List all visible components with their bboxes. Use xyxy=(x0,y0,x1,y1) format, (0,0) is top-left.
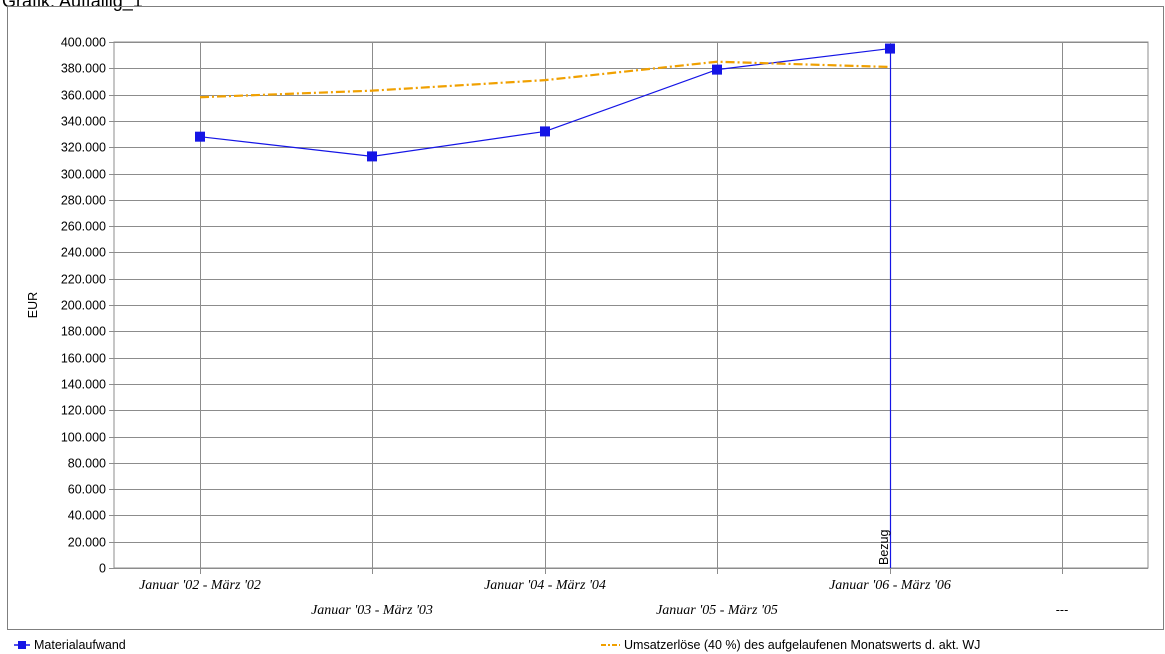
x-tick-label: Januar '06 - März '06 xyxy=(829,578,951,593)
x-tick-label: Januar '03 - März '03 xyxy=(311,603,433,618)
y-tick-label: 260.000 xyxy=(61,220,106,234)
y-tick-label: 180.000 xyxy=(61,325,106,339)
y-tick-label: 360.000 xyxy=(61,89,106,103)
legend-label-2: Umsatzerlöse (40 %) des aufgelaufenen Mo… xyxy=(624,638,980,652)
y-tick-label: 340.000 xyxy=(61,115,106,129)
y-tick-label: 200.000 xyxy=(61,299,106,313)
x-tick-label: --- xyxy=(1056,603,1069,617)
y-tick-label: 320.000 xyxy=(61,141,106,155)
chart-title: Grafik: Auffällig_1 xyxy=(2,0,143,11)
y-tick-label: 80.000 xyxy=(68,457,106,471)
series-point-1 xyxy=(885,43,895,54)
series-point-1 xyxy=(367,151,377,162)
y-tick-label: 160.000 xyxy=(61,352,106,366)
y-tick-label: 120.000 xyxy=(61,404,106,418)
y-tick-label: 400.000 xyxy=(61,36,106,50)
y-axis-label: EUR xyxy=(26,292,40,318)
y-tick-label: 60.000 xyxy=(68,483,106,497)
y-tick-label: 140.000 xyxy=(61,378,106,392)
x-tick-label: Januar '05 - März '05 xyxy=(656,603,778,618)
x-tick-label: Januar '04 - März '04 xyxy=(484,578,606,593)
series-point-1 xyxy=(195,131,205,142)
y-tick-label: 100.000 xyxy=(61,431,106,445)
chart-frame xyxy=(7,6,1164,630)
legend-label-1: Materialaufwand xyxy=(34,638,126,652)
series-point-1 xyxy=(712,64,722,75)
legend-marker-1 xyxy=(18,641,26,649)
y-tick-label: 280.000 xyxy=(61,194,106,208)
y-tick-label: 220.000 xyxy=(61,273,106,287)
y-tick-label: 300.000 xyxy=(61,168,106,182)
series-line-2 xyxy=(199,60,891,99)
reference-line-label: Bezug xyxy=(877,530,891,565)
y-tick-label: 0 xyxy=(99,562,106,576)
y-tick-label: 240.000 xyxy=(61,246,106,260)
series-point-1 xyxy=(540,126,550,137)
y-tick-label: 20.000 xyxy=(68,536,106,550)
x-tick-label: Januar '02 - März '02 xyxy=(139,578,261,593)
y-tick-label: 40.000 xyxy=(68,509,106,523)
y-tick-label: 380.000 xyxy=(61,62,106,76)
